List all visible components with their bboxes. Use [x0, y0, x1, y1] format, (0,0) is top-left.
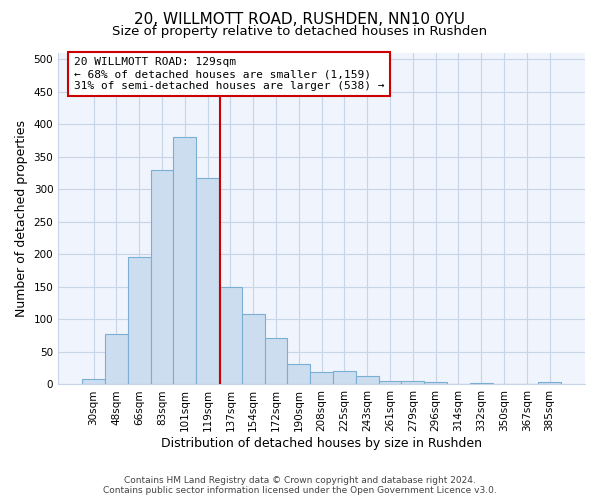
Text: Contains HM Land Registry data © Crown copyright and database right 2024.
Contai: Contains HM Land Registry data © Crown c…: [103, 476, 497, 495]
Bar: [424, 382, 447, 384]
Bar: [151, 170, 173, 384]
Bar: [105, 334, 128, 384]
Bar: [196, 178, 219, 384]
Bar: [219, 287, 242, 384]
Text: 20 WILLMOTT ROAD: 129sqm
← 68% of detached houses are smaller (1,159)
31% of sem: 20 WILLMOTT ROAD: 129sqm ← 68% of detach…: [74, 58, 385, 90]
Bar: [401, 381, 424, 384]
Bar: [128, 257, 151, 384]
Bar: [310, 372, 333, 384]
Text: Size of property relative to detached houses in Rushden: Size of property relative to detached ho…: [112, 25, 488, 38]
X-axis label: Distribution of detached houses by size in Rushden: Distribution of detached houses by size …: [161, 437, 482, 450]
Bar: [470, 382, 493, 384]
Bar: [333, 372, 356, 384]
Bar: [356, 376, 379, 384]
Bar: [173, 137, 196, 384]
Bar: [379, 381, 401, 384]
Bar: [287, 364, 310, 384]
Text: 20, WILLMOTT ROAD, RUSHDEN, NN10 0YU: 20, WILLMOTT ROAD, RUSHDEN, NN10 0YU: [134, 12, 466, 28]
Bar: [265, 338, 287, 384]
Bar: [538, 382, 561, 384]
Bar: [82, 378, 105, 384]
Bar: [242, 314, 265, 384]
Y-axis label: Number of detached properties: Number of detached properties: [15, 120, 28, 317]
